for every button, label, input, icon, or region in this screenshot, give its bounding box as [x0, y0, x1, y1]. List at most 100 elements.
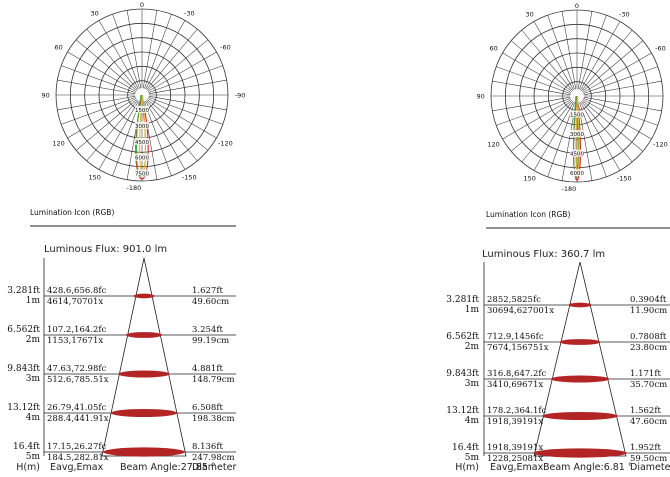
beam-spot: [568, 303, 591, 308]
luminous-flux-right: Luminous Flux: 360.7 lm: [482, 249, 605, 260]
beam-spot: [118, 371, 169, 378]
footer-diameter: Diameter: [630, 462, 670, 473]
polar-spoke: [578, 11, 592, 89]
polar-angle-label: -120: [653, 141, 668, 149]
footer-illuminance: Eavg,Emax: [490, 462, 544, 473]
polar-spoke: [149, 80, 227, 94]
height-ft: 6.562ft: [446, 332, 479, 342]
beam-spot: [533, 448, 626, 457]
polar-angle-label: 120: [487, 141, 499, 149]
polar-angle-label: 90: [42, 92, 50, 100]
polar-spoke: [511, 41, 572, 92]
diameter-ft: 1.627ft: [192, 286, 223, 296]
height-ft: 9.843ft: [446, 369, 479, 379]
height-m: 3m: [26, 374, 41, 384]
polar-spoke: [76, 99, 137, 150]
polar-angle-label: -180: [127, 184, 142, 192]
polar-angle-label: -180: [562, 185, 577, 193]
polar-spoke: [492, 97, 570, 111]
beam-spot: [111, 409, 177, 417]
diameter-ft: 0.7808ft: [630, 332, 667, 342]
height-ft: 9.843ft: [7, 364, 40, 374]
diameter-ft: 4.881ft: [192, 364, 223, 374]
height-m: 3m: [465, 379, 480, 389]
height-m: 2m: [465, 342, 480, 352]
polar-spoke: [149, 96, 227, 110]
beam-cone: [534, 262, 626, 456]
height-ft: 6.562ft: [7, 325, 40, 335]
illuminance-fc: 1918,39191x: [487, 443, 543, 453]
polar-diagram-left: -180-150150-120120-9090-6060-30300150030…: [42, 1, 246, 192]
diameter-ft: 3.254ft: [192, 325, 223, 335]
polar-label-right: Lumination Icon (RGB): [486, 210, 570, 219]
footer-diameter: Diameter: [192, 462, 236, 473]
illuminance-lx: 1153,17671x: [47, 336, 103, 346]
illuminance-fc: 26.79,41.05fc: [47, 403, 107, 413]
polar-angle-label: -30: [619, 11, 630, 19]
polar-spoke: [146, 100, 197, 161]
diameter-cm: 47.60cm: [630, 417, 667, 427]
diameter-cm: 35.70cm: [630, 380, 667, 390]
intensity-label: 1500: [135, 108, 149, 114]
polar-spoke: [562, 11, 576, 89]
illuminance-lx: 4614,70701x: [47, 297, 103, 307]
intensity-label: 3000: [570, 132, 584, 138]
polar-angle-label: 90: [477, 93, 485, 101]
polar-spoke: [584, 81, 662, 95]
intensity-label: 1500: [570, 113, 584, 119]
height-m: 4m: [26, 413, 41, 423]
height-ft: 16.4ft: [13, 442, 40, 452]
polar-angle-label: 0: [140, 1, 144, 9]
intensity-label: 7500: [135, 172, 149, 178]
illuminance-fc: 2852,5825fc: [487, 295, 541, 305]
diameter-ft: 0.3904ft: [630, 295, 667, 305]
polar-spoke: [76, 40, 137, 91]
diameter-cm: 49.60cm: [192, 297, 229, 307]
polar-spoke: [87, 29, 138, 90]
polar-spoke: [582, 100, 643, 151]
height-ft: 3.281ft: [7, 286, 40, 296]
illuminance-table-left: 3.281ft1m428.6,656.8fc4614,70701x1.627ft…: [7, 258, 236, 473]
polar-angle-label: 150: [88, 173, 100, 181]
illuminance-lx: 1918,39191x: [487, 417, 543, 427]
illuminance-lx: 288.4,441.91x: [47, 414, 109, 424]
illuminance-lx: 512.6,785.51x: [47, 375, 109, 385]
luminous-flux-left: Luminous Flux: 901.0 lm: [44, 244, 167, 255]
beam-spot: [126, 332, 162, 338]
polar-angle-label: 60: [54, 43, 62, 51]
footer-height: H(m): [455, 462, 479, 473]
polar-angle-label: 120: [52, 140, 64, 148]
height-m: 1m: [465, 305, 480, 315]
height-ft: 3.281ft: [446, 295, 479, 305]
polar-angle-label: -60: [220, 43, 231, 51]
beam-spot: [133, 294, 154, 299]
beam-spot: [560, 339, 601, 345]
polar-spoke: [582, 41, 643, 92]
polar-spoke: [147, 99, 208, 150]
diameter-ft: 1.952ft: [630, 443, 661, 453]
polar-spoke: [511, 100, 572, 151]
intensity-label: 6000: [135, 156, 149, 162]
beam-cone: [102, 258, 186, 456]
polar-diagram-right: -180-150150-120120-9090-6060-30300150030…: [477, 2, 670, 193]
polar-angle-label: 150: [523, 174, 535, 182]
polar-angle-label: -30: [184, 10, 195, 18]
polar-spoke: [522, 30, 573, 91]
polar-label-left: Lumination Icon (RGB): [30, 208, 114, 217]
illuminance-fc: 107.2,164.2fc: [47, 325, 107, 335]
height-m: 4m: [465, 416, 480, 426]
intensity-label: 4500: [135, 140, 149, 146]
intensity-label: 3000: [135, 124, 149, 130]
illuminance-fc: 316.8,647.2fc: [487, 369, 547, 379]
height-m: 5m: [26, 452, 41, 462]
polar-spoke: [581, 101, 632, 162]
beam-spot: [103, 447, 185, 456]
footer-height: H(m): [16, 462, 40, 473]
polar-spoke: [57, 96, 135, 110]
diameter-ft: 8.136ft: [192, 442, 223, 452]
diameter-ft: 1.171ft: [630, 369, 661, 379]
illuminance-lx: 3410,69671x: [487, 380, 543, 390]
diameter-cm: 198.38cm: [192, 414, 235, 424]
illuminance-lx: 7674,156751x: [487, 343, 549, 353]
